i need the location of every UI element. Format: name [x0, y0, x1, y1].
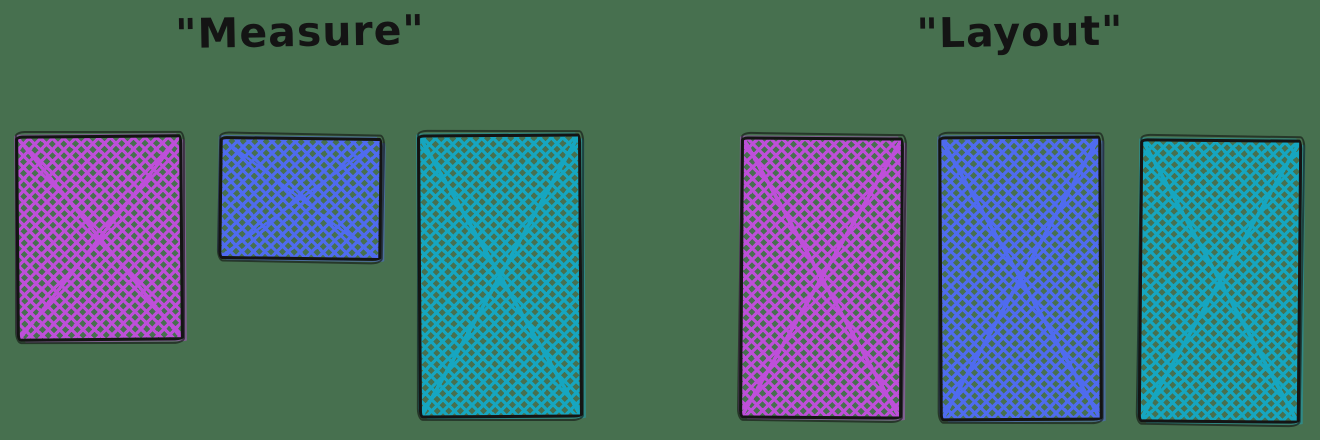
layout-magenta-box — [739, 136, 904, 420]
measure-teal-box — [417, 133, 583, 419]
measure-magenta-box — [15, 134, 184, 342]
layout-blue-box — [938, 135, 1103, 422]
layout-title: "Layout" — [916, 6, 1124, 58]
layout-teal-box — [1137, 138, 1303, 424]
measure-blue-box — [218, 136, 383, 261]
measure-title: "Measure" — [174, 5, 426, 59]
